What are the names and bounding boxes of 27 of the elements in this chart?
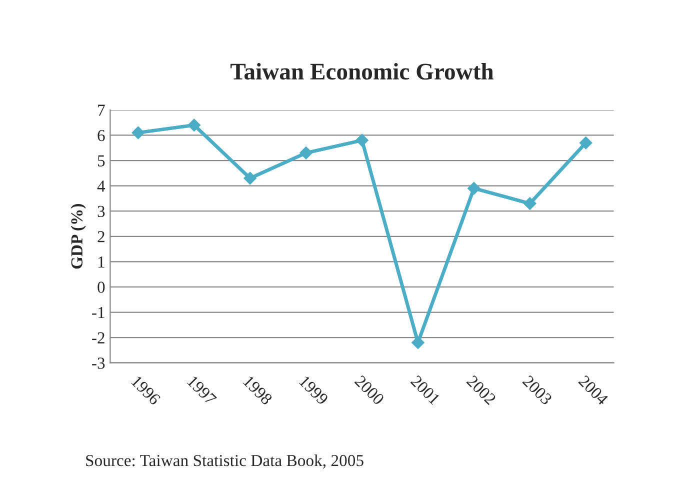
y-tick-label: 5 — [98, 155, 105, 166]
y-tick-label: -3 — [92, 358, 105, 369]
y-tick-label: -2 — [92, 332, 104, 344]
y-tick-label: 3 — [98, 206, 105, 218]
chart-title: Taiwan Economic Growth — [230, 63, 494, 80]
point — [244, 172, 256, 185]
x-tick-label: 1997 — [186, 375, 217, 406]
x-tick-label: 1996 — [130, 375, 162, 406]
point — [188, 118, 201, 132]
y-tick-label: -1 — [92, 307, 104, 318]
point — [412, 336, 424, 350]
point — [356, 134, 368, 147]
point — [468, 182, 480, 195]
source-note: Source: Taiwan Statistic Data Book, 2005 — [86, 454, 364, 469]
point — [132, 126, 145, 140]
point — [579, 136, 592, 150]
y-tick-label: 7 — [98, 104, 105, 116]
x-tick-label: 1998 — [242, 375, 273, 406]
point — [523, 197, 536, 210]
y-tick-label: 2 — [98, 231, 104, 242]
point — [300, 146, 312, 160]
y-axis-title: GDP (%) — [70, 204, 86, 269]
y-tick-label: 4 — [97, 180, 106, 192]
y-tick-label: 1 — [98, 256, 104, 268]
y-tick-label: 6 — [98, 130, 105, 142]
x-tick-label: 1999 — [298, 375, 329, 406]
y-tick-label: 0 — [98, 282, 105, 293]
